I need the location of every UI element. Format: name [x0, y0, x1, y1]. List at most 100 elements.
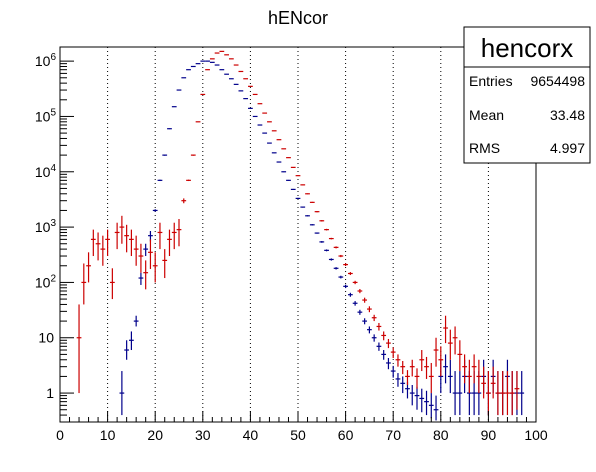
data-point [352, 301, 358, 306]
data-point [328, 258, 334, 261]
data-point [143, 243, 149, 257]
data-point [152, 209, 158, 212]
y-tick-label: 10 [38, 330, 54, 346]
data-point [176, 219, 182, 247]
data-point [476, 359, 482, 394]
x-tick-label: 40 [243, 427, 259, 443]
data-point [390, 365, 396, 378]
stats-rms-label: RMS [469, 140, 500, 156]
x-tick-label: 100 [524, 427, 548, 443]
stats-box: hencorx Entries 9654498 Mean 33.48 RMS 4… [463, 26, 591, 164]
data-point [138, 243, 144, 273]
data-point [471, 354, 477, 384]
data-point [190, 154, 196, 156]
data-point [333, 246, 339, 249]
y-tick-base: 10 [38, 330, 54, 346]
data-point [433, 337, 439, 367]
stats-mean-label: Mean [469, 107, 504, 123]
data-point [457, 371, 463, 416]
x-tick-label: 0 [56, 427, 64, 443]
data-point [324, 228, 329, 231]
data-point [466, 359, 472, 394]
data-point [457, 340, 463, 372]
data-point [438, 346, 444, 377]
data-point [129, 331, 134, 351]
data-point [162, 249, 168, 279]
data-point [371, 314, 377, 322]
stats-rms-value: 4.997 [550, 140, 585, 156]
data-point [395, 354, 401, 367]
data-point [381, 350, 387, 360]
data-point [343, 263, 348, 267]
data-point [367, 326, 372, 334]
data-point [124, 224, 130, 253]
y-tick-base: 10 [35, 219, 51, 235]
y-tick-exponent: 4 [50, 163, 56, 174]
stats-entries-label: Entries [469, 73, 513, 89]
data-point [362, 297, 368, 303]
x-tick-label: 90 [481, 427, 497, 443]
data-point [452, 326, 458, 355]
data-point [119, 371, 125, 416]
x-tick-label: 20 [147, 427, 163, 443]
stats-mean-value: 33.48 [550, 107, 585, 123]
x-tick-label: 30 [195, 427, 211, 443]
data-point [390, 347, 396, 359]
x-tick-label: 70 [385, 427, 401, 443]
data-point [386, 338, 391, 349]
data-point [286, 157, 291, 159]
data-point [509, 371, 515, 416]
data-point [281, 171, 287, 173]
data-point [414, 386, 420, 410]
data-point [338, 254, 344, 258]
data-point [447, 329, 453, 360]
data-point [95, 232, 101, 261]
data-point [171, 222, 177, 250]
data-point [486, 371, 491, 416]
data-point [357, 309, 363, 315]
data-point [362, 318, 368, 325]
data-point [81, 263, 87, 305]
y-tick-base: 10 [35, 108, 51, 124]
data-point [300, 206, 306, 208]
data-point [395, 373, 401, 387]
data-point [309, 224, 315, 226]
data-point [338, 275, 344, 279]
data-point [276, 139, 282, 141]
y-tick-base: 10 [35, 164, 51, 180]
data-point [290, 166, 296, 168]
data-point [443, 354, 448, 384]
data-point [319, 220, 325, 222]
data-point [347, 272, 353, 276]
y-tick-exponent: 6 [50, 52, 56, 63]
data-point [300, 184, 306, 186]
data-point [514, 371, 520, 410]
data-point [481, 366, 487, 399]
data-point [505, 371, 510, 416]
data-point [367, 306, 372, 313]
x-axis: 0 10 20 30 40 50 60 70 80 90 100 [56, 411, 548, 443]
data-point [124, 340, 130, 360]
data-point [500, 371, 506, 416]
y-tick-exponent: 2 [50, 273, 56, 284]
data-point [352, 280, 358, 285]
data-point [347, 292, 353, 297]
data-point [267, 142, 272, 144]
data-point [143, 260, 149, 290]
y-tick-base: 10 [35, 274, 51, 290]
y-tick-exponent: 3 [50, 218, 56, 229]
data-point [281, 148, 287, 150]
data-point [195, 121, 201, 123]
data-point [186, 179, 191, 182]
data-point [419, 350, 425, 372]
x-tick-label: 80 [433, 427, 449, 443]
data-point [181, 198, 187, 204]
data-point [328, 237, 334, 240]
data-point [409, 359, 415, 377]
data-point [376, 342, 382, 351]
data-point [447, 359, 453, 394]
data-point [371, 334, 377, 342]
data-point [133, 235, 139, 266]
